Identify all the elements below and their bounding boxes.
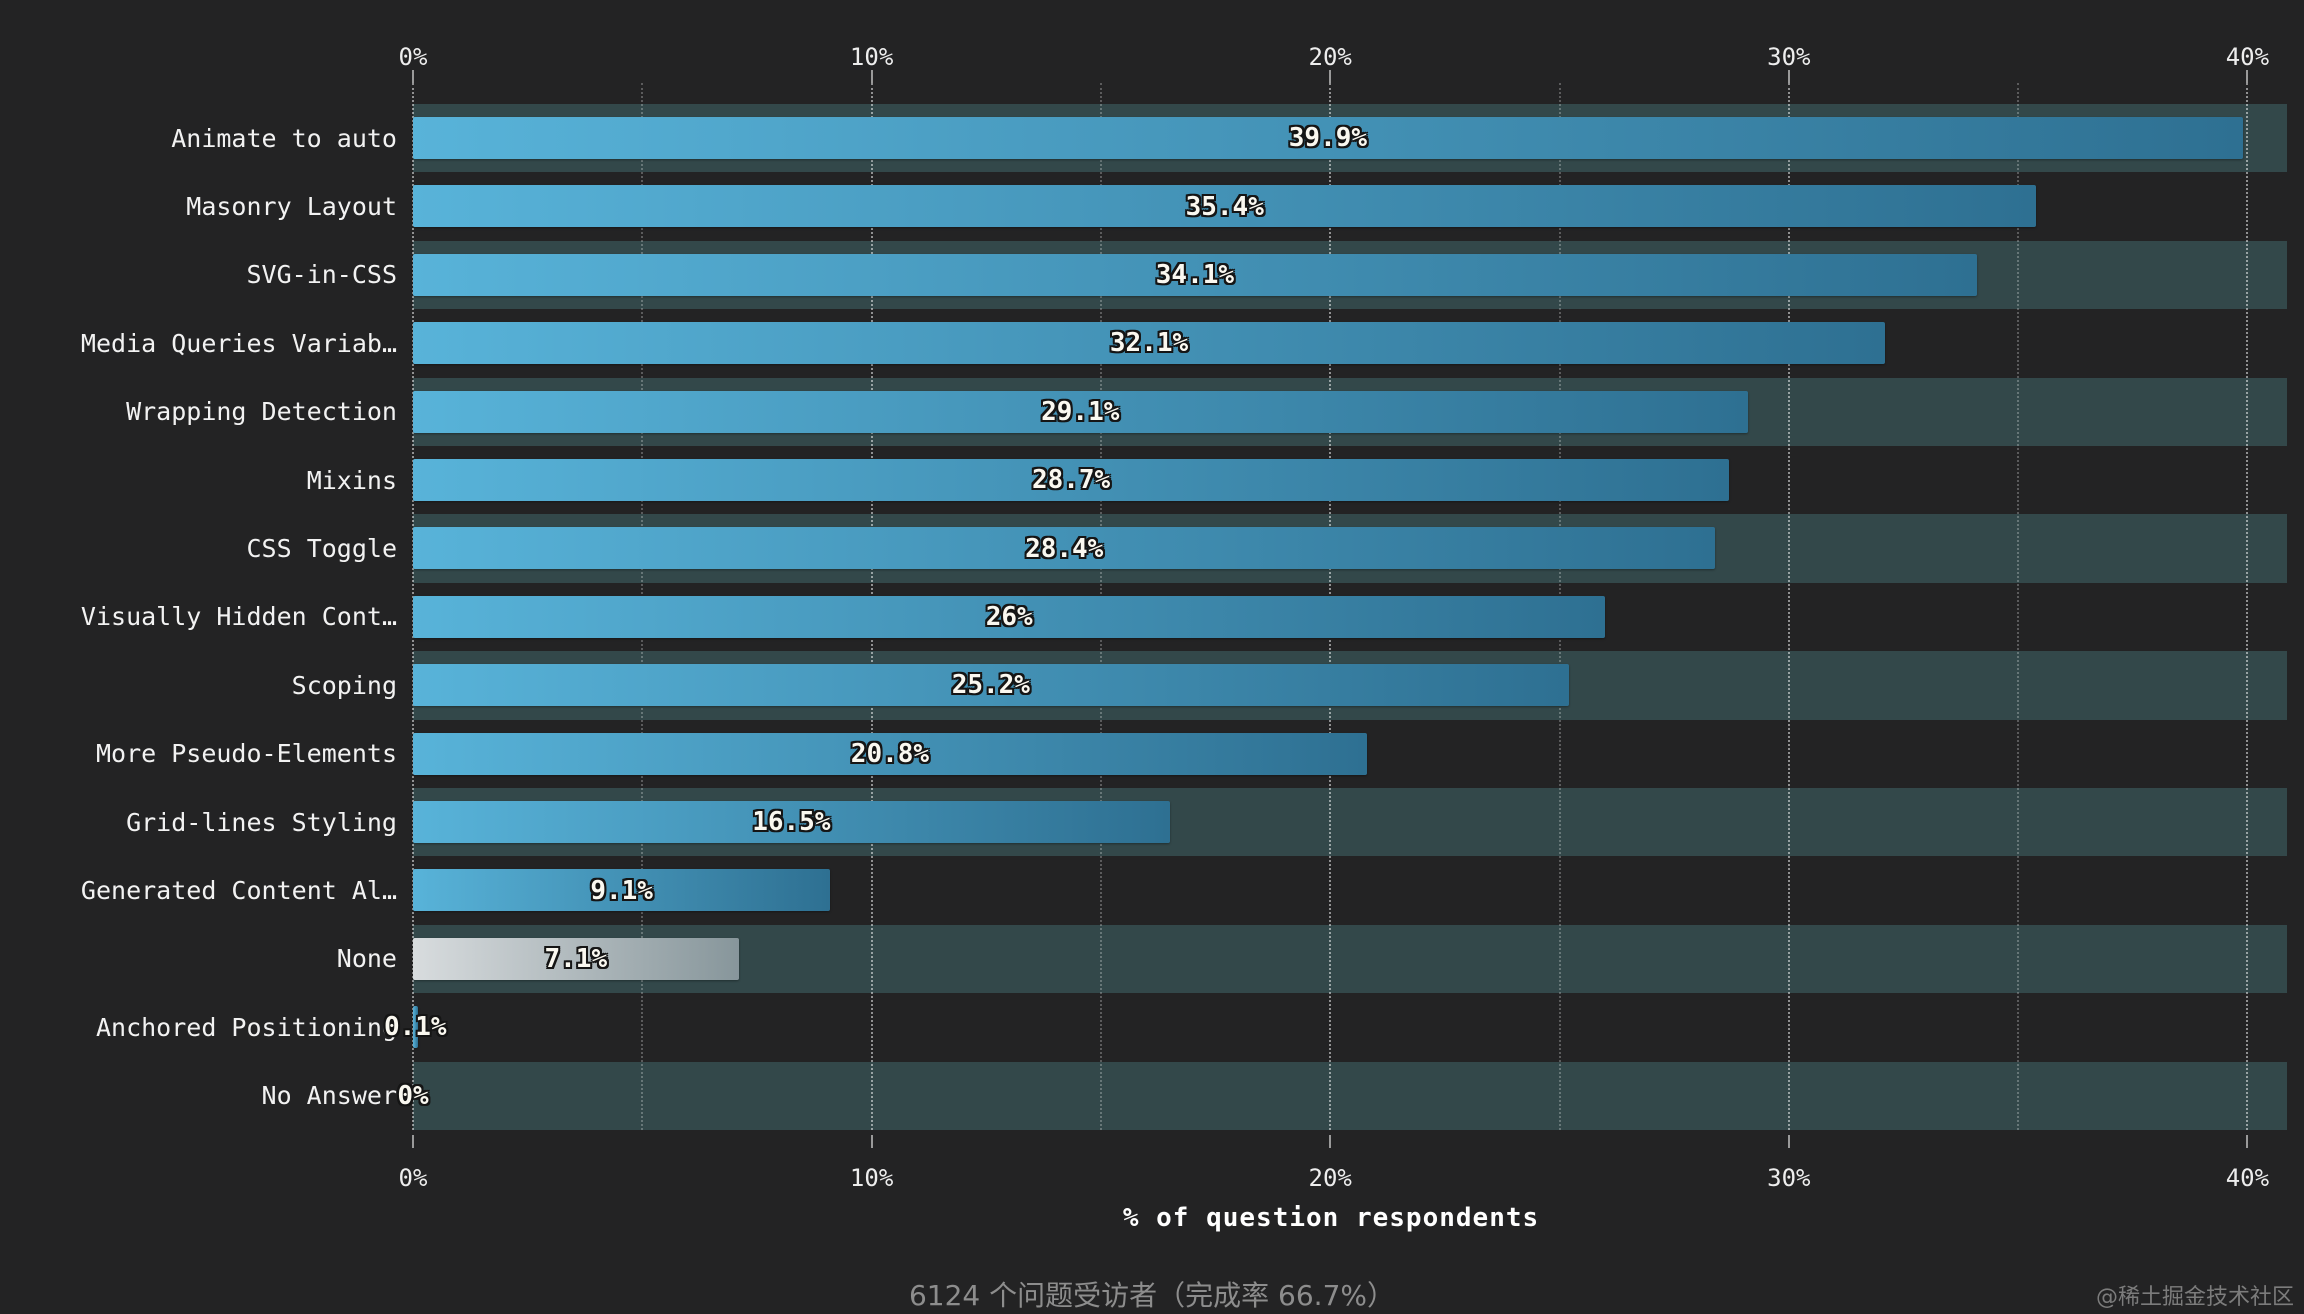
bar[interactable] <box>413 937 739 980</box>
bar-value-label: 9.1% <box>590 875 653 906</box>
bar-value-label: 39.9% <box>1288 123 1368 154</box>
bar-row: 7.1% <box>413 924 2287 994</box>
category-label: Wrapping Detection <box>126 397 397 427</box>
top-axis-tick-label: 0% <box>398 43 428 71</box>
top-axis-tick-label: 40% <box>2225 43 2270 71</box>
category-label: Generated Content Al… <box>80 876 397 906</box>
category-label: CSS Toggle <box>246 534 397 564</box>
top-axis-tick-label: 10% <box>849 43 894 71</box>
bar[interactable] <box>413 390 1748 433</box>
top-axis-tick-label: 30% <box>1767 43 1811 71</box>
watermark: @稀土掘金技术社区 <box>2095 1285 2294 1310</box>
bar-row: 39.9% <box>413 104 2287 173</box>
bottom-axis-tick <box>2246 1135 2249 1148</box>
bar-value-label: 0.1% <box>383 1012 447 1043</box>
category-label: Masonry Layout <box>186 192 397 222</box>
bar-row: 34.1% <box>413 240 2287 310</box>
bar-row: 25.2% <box>413 651 2287 720</box>
bar[interactable] <box>413 322 1886 365</box>
bar[interactable] <box>413 801 1170 843</box>
bar[interactable] <box>413 253 1977 296</box>
category-label: Animate to auto <box>171 123 397 153</box>
top-axis-tick <box>870 70 873 83</box>
top-axis-tick <box>412 70 414 83</box>
bottom-axis-tick <box>1329 1135 1332 1148</box>
category-label: Anchored Positioning <box>95 1012 397 1042</box>
bar-value-label: 28.4% <box>1025 533 1104 564</box>
top-axis-tick <box>2246 70 2249 83</box>
bar-row: 26% <box>413 583 2287 651</box>
category-label: No Answer <box>261 1081 397 1111</box>
bottom-axis-tick <box>1787 1135 1790 1148</box>
bar-row: 32.1% <box>413 309 2287 377</box>
bar-value-label: 16.5% <box>752 807 831 838</box>
bar-row: 28.4% <box>413 514 2287 583</box>
bar-value-label: 28.7% <box>1031 465 1111 496</box>
bar[interactable] <box>413 1006 418 1049</box>
bar-row: 28.7% <box>413 446 2287 514</box>
bar-row: 0.1% <box>384 993 2287 1061</box>
bar-row: 16.5% <box>413 788 2287 857</box>
gridline-major <box>1787 83 1790 1130</box>
bar-value-label: 20.8% <box>850 738 930 769</box>
bottom-axis-tick <box>870 1135 873 1148</box>
bar-value-label: 32.1% <box>1109 328 1189 359</box>
bar[interactable] <box>413 664 1569 707</box>
bar-row: 9.1% <box>413 856 2287 924</box>
category-label: Mixins <box>306 465 397 495</box>
category-label: More Pseudo-Elements <box>95 739 397 769</box>
category-label: Grid-lines Styling <box>126 807 397 837</box>
bar[interactable] <box>413 117 2243 159</box>
category-label: Visually Hidden Cont… <box>80 602 397 632</box>
bottom-axis-tick-label: 30% <box>1767 1164 1811 1192</box>
bar-row: 20.8% <box>413 720 2287 788</box>
row-band <box>413 1061 2287 1130</box>
bottom-axis-tick-label: 0% <box>398 1164 428 1192</box>
category-label: SVG-in-CSS <box>246 260 397 290</box>
top-axis-tick <box>1787 70 1790 83</box>
bottom-axis-tick-label: 40% <box>2225 1164 2270 1192</box>
bar-value-label: 0% <box>397 1080 429 1111</box>
top-axis-tick-label: 20% <box>1308 43 1352 71</box>
bar-value-label: 26% <box>985 601 1033 632</box>
bar[interactable] <box>413 869 831 912</box>
bar-row: 0% <box>397 1061 2287 1130</box>
footer-note: 6124 个问题受访者（完成率 66.7%） <box>908 1279 1395 1312</box>
x-axis-title: % of question respondents <box>1122 1203 1540 1233</box>
bottom-axis-tick <box>412 1135 414 1148</box>
category-label: Scoping <box>291 670 397 700</box>
bar-value-label: 7.1% <box>544 943 608 974</box>
bar[interactable] <box>413 185 2037 228</box>
bar-value-label: 35.4% <box>1185 191 1264 222</box>
bottom-axis-tick-label: 10% <box>849 1164 894 1192</box>
bottom-axis-tick-label: 20% <box>1308 1164 1352 1192</box>
bar[interactable] <box>413 732 1367 775</box>
bar[interactable] <box>413 595 1606 638</box>
bar[interactable] <box>413 527 1716 570</box>
top-axis-tick <box>1329 70 1332 83</box>
gridline-major <box>2246 83 2249 1130</box>
gridline-minor <box>2017 83 2020 1130</box>
bar-value-label: 25.2% <box>951 670 1030 701</box>
bar-row: 29.1% <box>413 377 2287 446</box>
bar-value-label: 29.1% <box>1041 396 1120 427</box>
category-label: Media Queries Variab… <box>80 328 397 358</box>
bar-value-label: 34.1% <box>1155 259 1235 290</box>
bar-row: 35.4% <box>413 172 2287 240</box>
category-label: None <box>336 944 397 974</box>
bar[interactable] <box>413 459 1730 501</box>
